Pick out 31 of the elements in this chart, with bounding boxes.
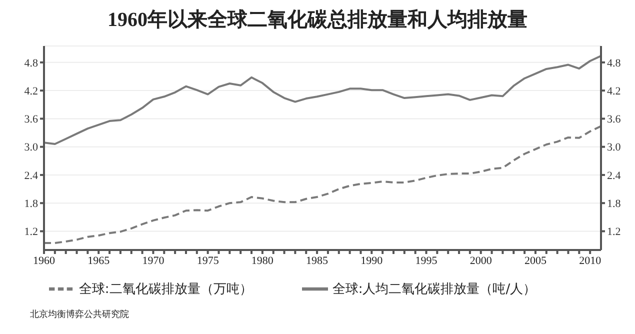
y-tick-label: 4.2 [24,85,38,98]
y-tick-label: 3.6 [24,114,38,126]
y2-tick-label: 3.0 [607,142,622,154]
x-tick-label: 2005 [524,254,547,267]
chart-title: 1960年以来全球二氧化碳总排放量和人均排放量 [106,8,528,33]
y-tick-label: 3.0 [24,142,38,154]
x-tick-label: 1980 [251,254,274,267]
x-tick-label: 1990 [360,254,384,267]
x-tick-label: 1975 [196,254,220,267]
y2-tick-label: 4.8 [607,57,622,70]
x-tick-label: 1995 [415,254,438,267]
text: 北京均衡博弈公共研究院 [29,308,130,321]
x-tick-label: 1960 [33,254,56,267]
x-tick-label: 1985 [306,254,329,267]
y-tick-label: 2.4 [24,170,38,182]
y2-tick-label: 3.6 [607,114,622,126]
x-tick-label: 1965 [88,254,110,267]
y-tick-label: 1.8 [24,198,38,210]
x-tick-label: 1970 [142,254,165,267]
y2-tick-label: 1.8 [607,198,622,210]
line-series [44,125,601,244]
y-tick-label: 4.8 [24,57,38,70]
x-tick-label: 2010 [579,254,602,267]
x-tick-label: 2000 [470,254,492,267]
y-tick-label: 1.2 [24,226,38,238]
y2-tick-label: 4.2 [607,85,621,98]
y2-tick-label: 1.2 [607,226,621,238]
legend-label: 全球:二氧化碳排放量（万吨） [78,282,252,297]
y2-tick-label: 2.4 [607,170,622,182]
legend-label: 全球:人均二氧化碳排放量（吨/人） [332,282,536,297]
line-series [44,54,601,146]
